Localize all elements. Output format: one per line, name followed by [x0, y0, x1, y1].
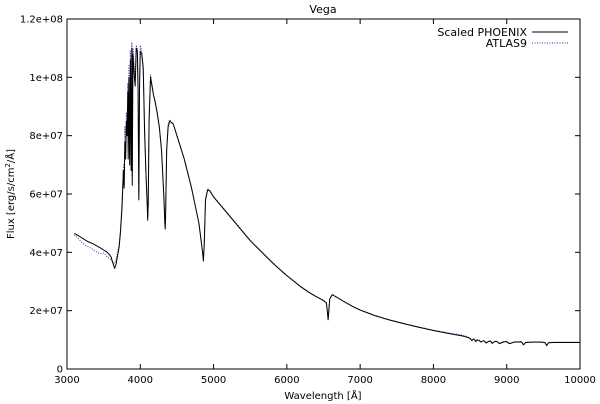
- plot-frame: [66, 18, 581, 370]
- y-axis-label-suffix: /Å]: [4, 149, 17, 163]
- x-tick-label: 3000: [54, 375, 79, 386]
- y-tick-label: 6e+07: [29, 190, 63, 201]
- x-tick-label: 6000: [274, 375, 299, 386]
- x-axis-label: Wavelength [Å]: [284, 389, 361, 402]
- y-axis-label-sup: 2: [4, 163, 12, 167]
- y-tick-label: 4e+07: [29, 248, 63, 259]
- legend: Scaled PHOENIX ATLAS9: [437, 26, 568, 50]
- x-tick-label: 8000: [421, 375, 446, 386]
- chart-title: Vega: [309, 3, 336, 16]
- y-tick-label: 1e+08: [29, 73, 63, 84]
- y-tick-label: 1.2e+08: [20, 15, 63, 26]
- series-line-phoenix: [74, 47, 580, 347]
- legend-label-atlas9: ATLAS9: [486, 37, 527, 50]
- x-tick-label: 9000: [494, 375, 519, 386]
- x-tick-label: 7000: [347, 375, 372, 386]
- y-axis-label-prefix: Flux [erg/s/cm: [6, 168, 17, 240]
- y-tick-label: 8e+07: [29, 131, 63, 142]
- y-tick-label: 2e+07: [29, 306, 63, 317]
- y-axis-label: Flux [erg/s/cm2/Å]: [4, 149, 17, 239]
- y-tick-label: 0: [57, 365, 63, 376]
- legend-label-phoenix: Scaled PHOENIX: [437, 26, 527, 39]
- x-tick-label: 5000: [201, 375, 226, 386]
- x-tick-label: 4000: [128, 375, 153, 386]
- x-tick-label: 10000: [564, 375, 596, 386]
- series-layer: [73, 41, 580, 347]
- tick-labels: 3000 4000 5000 6000 7000 8000 9000 10000 0 2e+07 4…: [20, 15, 596, 387]
